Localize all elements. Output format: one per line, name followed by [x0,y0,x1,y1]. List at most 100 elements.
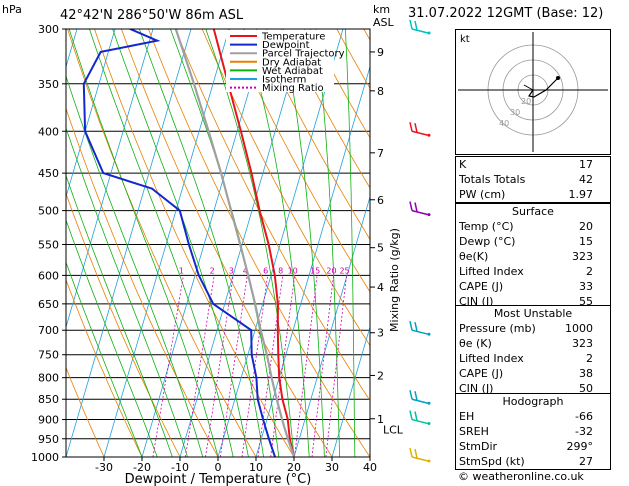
surface-key: Temp (°C) [459,220,514,233]
pressure-tick-label: 350 [38,78,59,91]
wet-adiabat-line [205,29,295,457]
wind-barb-flag [414,391,418,401]
wind-barb-flag [414,202,418,212]
hodograph: kt 20 30 40 [455,29,611,155]
series-point [187,243,190,246]
pressure-tick-label: 1000 [31,451,59,464]
most-unstable-key: CIN (J) [459,382,494,395]
km-unit-label: km [373,3,390,16]
temp-tick-label: 40 [363,461,377,474]
legend-label: Parcel Trajectory [262,49,345,60]
most-unstable-value: 38 [579,367,593,380]
temp-tick-label: 0 [215,461,222,474]
mixing-ratio-line [325,275,347,457]
hodograph-table-key: SREH [459,425,489,438]
series-point [99,50,102,53]
temp-tick-label: 30 [325,461,339,474]
hodograph-table-panel: Hodograph EH -66 SREH -32 StmDir 299° StmSpd (… [455,393,611,470]
wet-adiabat-line [139,29,264,457]
series-point [102,172,105,175]
legend-label: Isotherm [262,75,306,86]
mixing-ratio-label: 8 [278,266,283,275]
hodograph-table-row: StmDir 299° [456,439,610,454]
series-point [277,353,280,356]
km-tick-label: 4 [377,281,384,294]
series-point [273,274,276,277]
hodograph-ring-label: 40 [499,119,509,128]
indices-key: Totals Totals [459,173,526,186]
most-unstable-row: CIN (J) 50 [456,381,610,396]
series-point [212,302,215,305]
wet-adiabat-line [243,29,310,457]
series-point [278,376,281,379]
isotherm-line [179,29,306,457]
pressure-tick-label: 800 [38,372,59,385]
wet-adiabat-line [66,174,173,457]
wind-barb-dot [427,133,431,137]
surface-value: 20 [579,220,593,233]
series-point [276,302,279,305]
mixing-ratio-label: 6 [263,266,268,275]
series-point [254,302,257,305]
pressure-tick-label: 300 [38,23,59,36]
wet-adiabat-line [281,29,325,457]
wet-adiabat-line [66,261,143,457]
wind-barb-flag [409,410,413,420]
series-point [255,376,258,379]
wet-adiabat-line [68,29,219,457]
most-unstable-key: Pressure (mb) [459,322,536,335]
dry-adiabat-line [67,29,257,457]
mixing-ratio-label: 10 [288,266,298,275]
series-point [288,437,291,440]
series-point [281,418,284,421]
series-point [82,82,85,85]
series-point [178,209,181,212]
isotherm-line [255,65,370,457]
wind-barb-dot [427,401,431,405]
wet-adiabat-line [66,74,204,457]
hodograph-table-key: StmSpd (kt) [459,455,525,468]
hpa-unit-label: hPa [2,3,22,16]
most-unstable-value: 1000 [565,322,593,335]
wind-barb-flag [409,19,413,30]
series-line-dewpoint [82,29,276,457]
km-tick-label: 9 [377,46,384,59]
series-line-parcel-trajectory [174,29,296,457]
hodograph-ring-label: 20 [521,97,531,106]
temp-tick-label: -20 [133,461,151,474]
hodograph-table-key: EH [459,410,475,423]
isotherm-line [141,29,268,457]
series-point [283,428,286,431]
series-point [247,274,250,277]
indices-key: PW (cm) [459,188,506,201]
series-point [270,376,273,379]
wind-barbs [409,19,431,463]
most-unstable-key: Lifted Index [459,352,524,365]
most-unstable-value: 50 [579,382,593,395]
hodograph-table-value: -66 [575,410,593,423]
wind-barb [411,130,429,136]
mixing-ratio-line [241,275,269,457]
temp-tick-label: -10 [171,461,189,474]
mixing-ratio-line [294,275,318,457]
wind-barb-flag [414,20,418,31]
mixing-ratio-label: 3 [229,266,234,275]
surface-panel: Surface Temp (°C) 20 Dewp (°C) 15 θe(K) 323 Li… [455,203,611,310]
pressure-tick-label: 400 [38,125,59,138]
dry-adiabat-line [66,278,143,457]
axis-layer: 3003504004505005506006507007508008509009… [31,23,404,474]
series-point [259,329,262,332]
wet-adiabat-line [66,218,158,457]
series-point [150,187,153,190]
most-unstable-row: θe (K) 323 [456,336,610,351]
legend-label: Dry Adiabat [262,57,321,68]
surface-row: CIN (J) 55 [456,294,610,309]
mixing-ratio-line [205,275,234,457]
series-point [156,39,159,42]
series-point [275,398,278,401]
pressure-tick-label: 450 [38,167,59,180]
temp-tick-label: -30 [95,461,113,474]
km-tick-label: 3 [377,327,384,340]
series-point [230,209,233,212]
